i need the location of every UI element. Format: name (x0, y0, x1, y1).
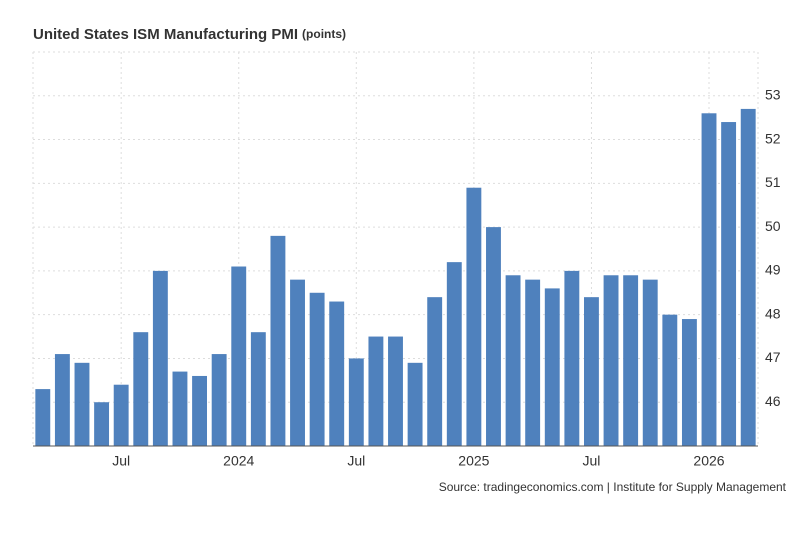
bar (329, 301, 345, 446)
bar (368, 336, 384, 446)
bar (113, 384, 129, 446)
bar (388, 336, 403, 446)
bar (564, 270, 580, 446)
bar (466, 187, 482, 446)
y-tick-label: 52 (765, 130, 781, 146)
bar (74, 362, 90, 446)
bar (152, 270, 168, 446)
y-tick-label: 49 (765, 262, 781, 278)
x-tick-label: 2024 (223, 453, 254, 469)
bar (623, 275, 639, 446)
x-tick-label: 2026 (693, 453, 724, 469)
y-tick-label: 46 (765, 393, 781, 409)
source: Source: tradingeconomics.com | Institute… (439, 480, 787, 494)
bar (94, 402, 110, 446)
chart-title: United States ISM Manufacturing PMI (poin… (33, 26, 346, 43)
bar (721, 122, 737, 447)
bar (525, 279, 541, 446)
bar (309, 292, 325, 446)
bar (407, 362, 423, 446)
bar (35, 389, 51, 446)
bar (701, 113, 717, 447)
bar (211, 354, 227, 446)
bar (603, 275, 619, 446)
bar (681, 319, 697, 446)
bar (192, 375, 207, 446)
bar (348, 358, 364, 446)
bar (133, 332, 149, 446)
y-tick-label: 53 (765, 86, 781, 102)
y-tick-label: 50 (765, 218, 781, 234)
bar (54, 354, 70, 446)
y-tick-label: 47 (765, 349, 781, 365)
bar (231, 266, 247, 446)
x-tick-label: Jul (582, 453, 600, 469)
bar (642, 279, 658, 446)
bar (544, 288, 560, 446)
bar (250, 332, 266, 446)
bar (270, 235, 286, 446)
bar (172, 371, 188, 446)
bar (446, 262, 462, 446)
bar (486, 227, 501, 446)
bar (290, 279, 305, 446)
y-tick-label: 48 (765, 305, 781, 321)
title-text: United States ISM Manufacturing PMI (33, 26, 298, 43)
x-tick-label: Jul (347, 453, 365, 469)
y-tick-label: 51 (765, 174, 781, 190)
bar (427, 297, 443, 446)
subtitle-text: (points) (302, 27, 346, 41)
x-tick-label: 2025 (458, 453, 489, 469)
bar (505, 275, 521, 446)
bar (584, 297, 599, 446)
x-tick-label: Jul (112, 453, 130, 469)
bar (662, 314, 678, 446)
bar (740, 108, 756, 447)
